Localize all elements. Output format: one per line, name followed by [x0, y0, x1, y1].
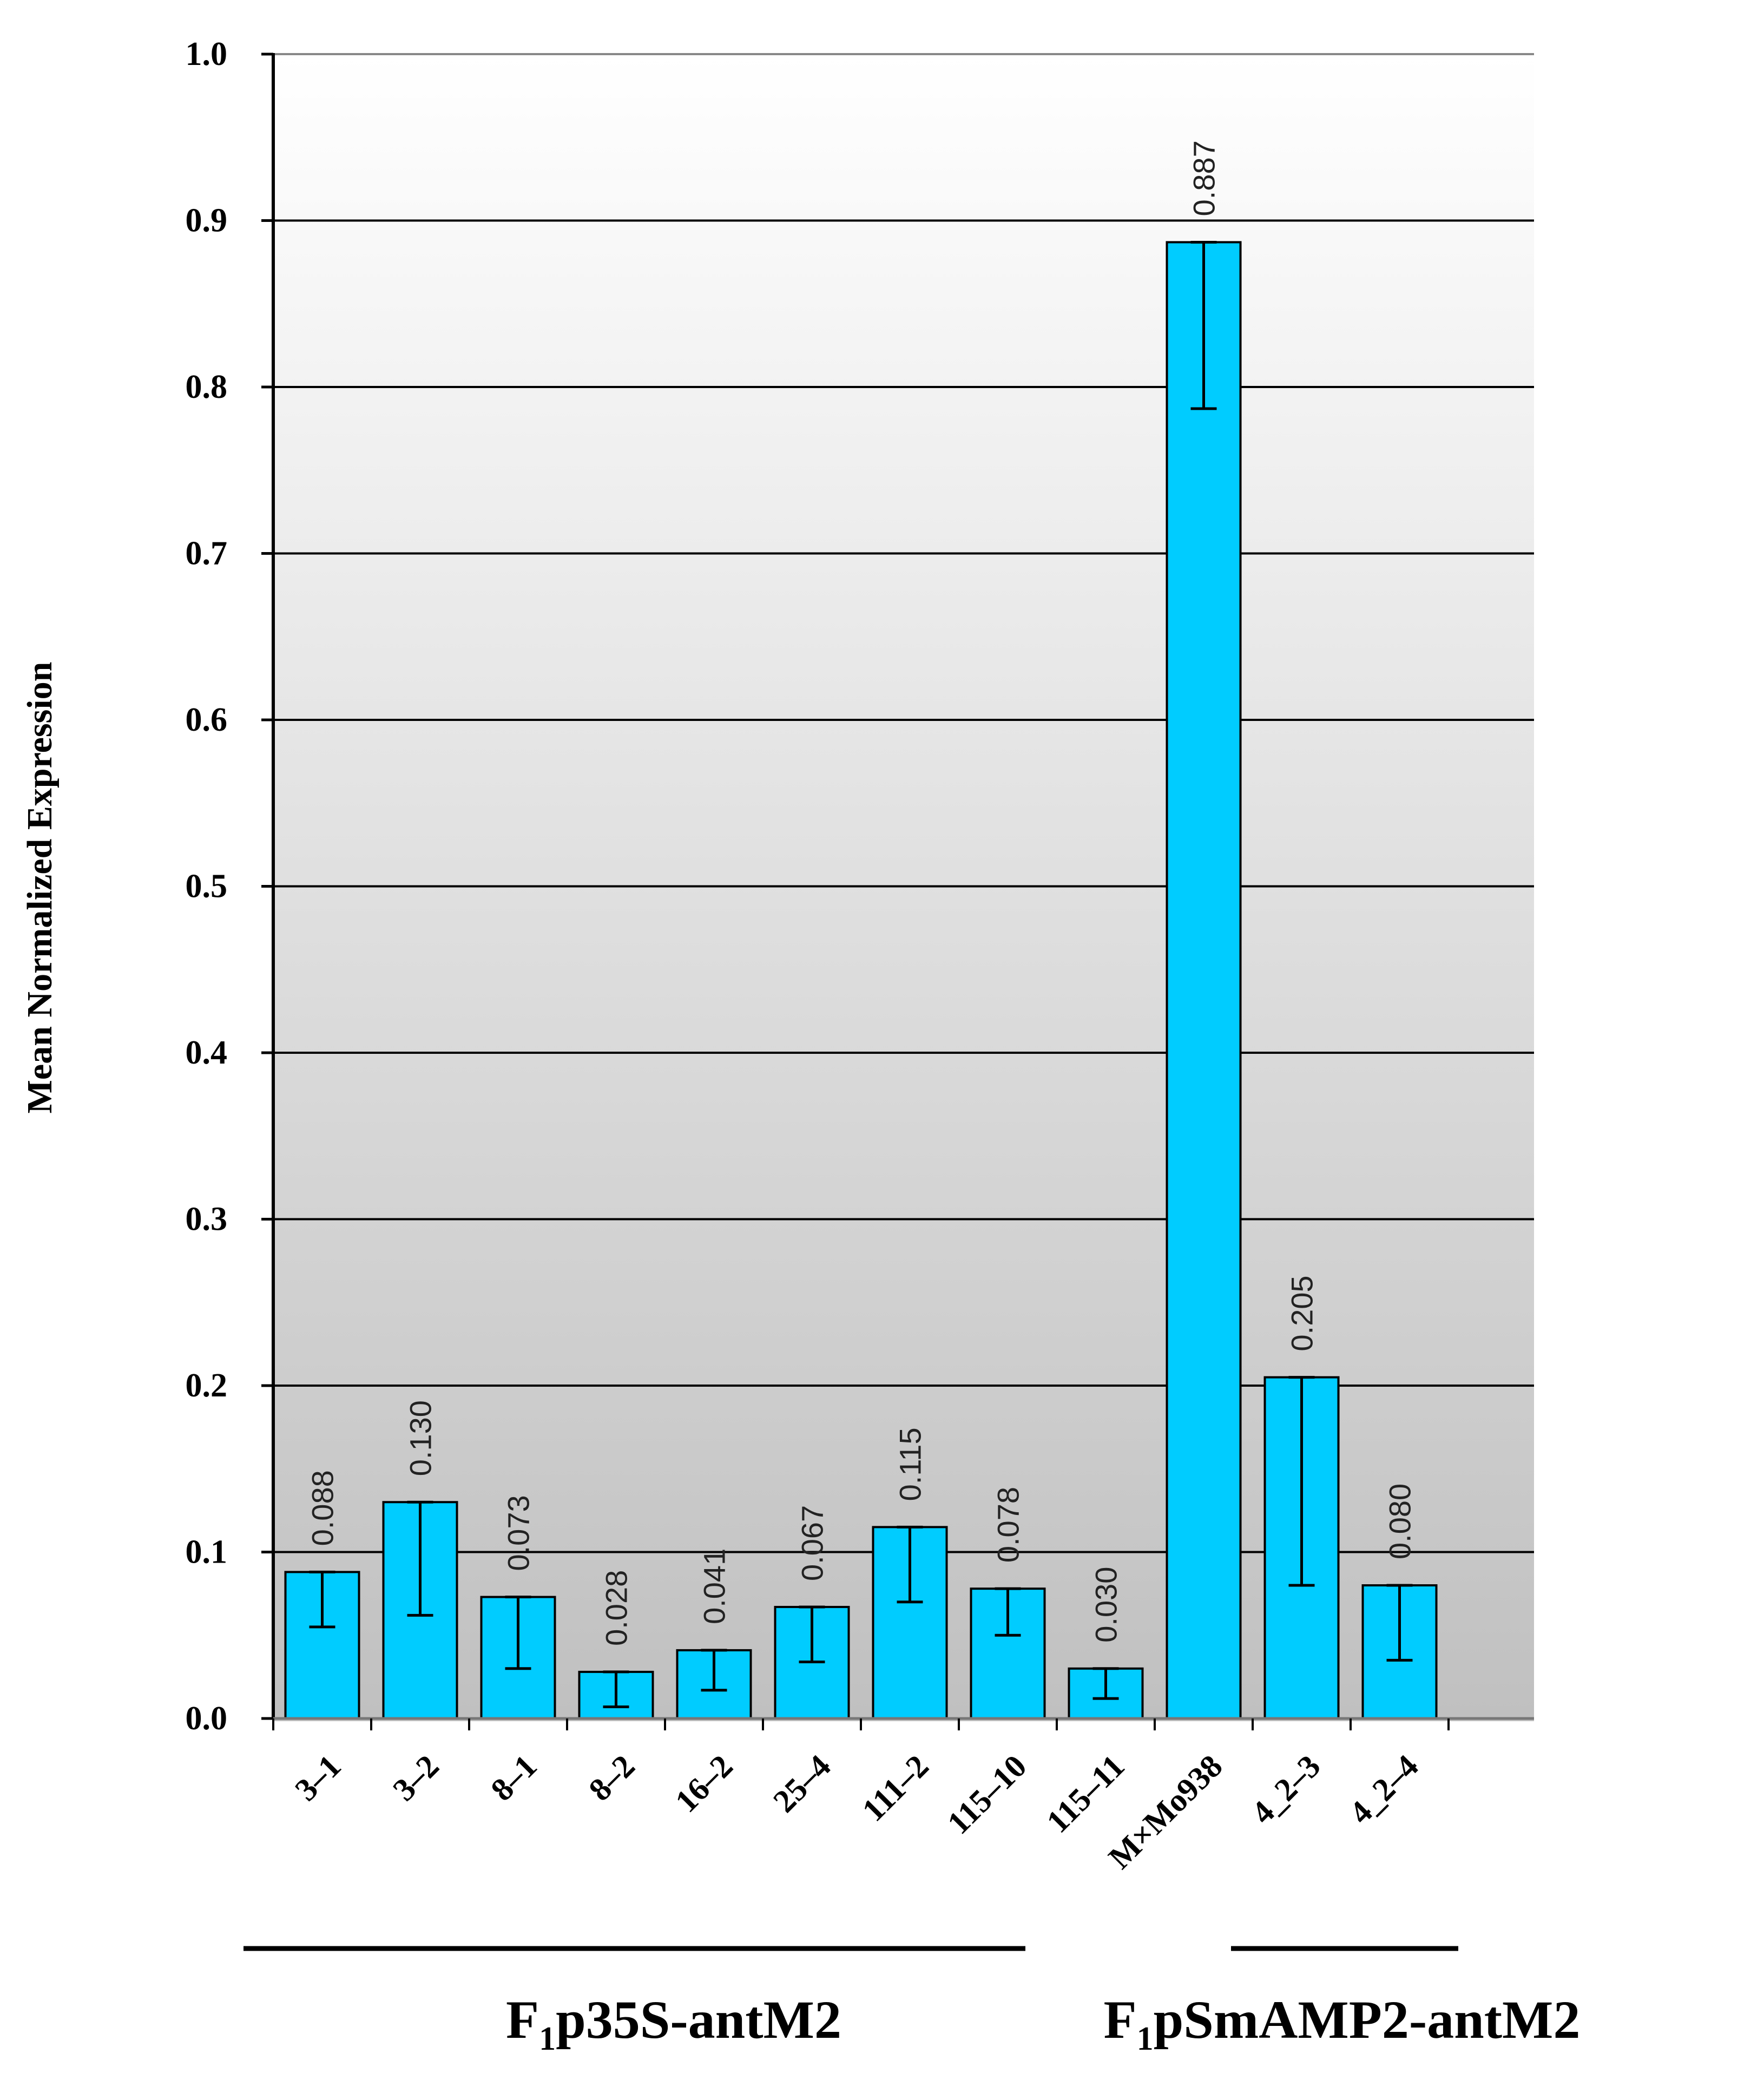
group-labels: F1p35S-antM2 F1pSmAMP2-antM2	[243, 1946, 1581, 2057]
value-labels: 0.088 0.130 0.073 0.028 0.041 0.067 0.115 0.078…	[306, 140, 1417, 1646]
y-tick-label: 0.5	[186, 868, 228, 905]
y-axis-title: Mean Normalized Expression	[20, 662, 60, 1114]
category-label: 111–2	[855, 1748, 936, 1828]
group-label: F1p35S-antM2	[506, 1990, 841, 2057]
value-label: 0.115	[893, 1427, 927, 1501]
value-label: 0.073	[502, 1495, 536, 1571]
bar	[1166, 241, 1242, 1720]
y-tick-label: 0.0	[186, 1700, 228, 1737]
value-label: 0.041	[697, 1549, 732, 1624]
y-tick-labels: 0.0 0.1 0.2 0.3 0.4 0.5 0.6 0.7 0.8 0.9 1.0	[186, 36, 228, 1737]
value-label: 0.030	[1089, 1567, 1123, 1643]
y-tick-label: 0.7	[186, 535, 228, 572]
y-tick-label: 0.4	[186, 1034, 228, 1071]
category-label: 25–4	[766, 1748, 838, 1820]
category-label: 115–10	[940, 1748, 1034, 1841]
y-tick-label: 0.6	[186, 701, 228, 738]
value-label: 0.080	[1383, 1484, 1417, 1559]
value-label: 0.067	[795, 1505, 830, 1581]
y-tick-label: 0.2	[186, 1367, 228, 1404]
y-tick-label: 0.1	[186, 1534, 228, 1571]
y-tick-label: 0.9	[186, 202, 228, 239]
value-label: 0.028	[600, 1570, 634, 1646]
value-label: 0.887	[1187, 140, 1221, 216]
category-label: 3–2	[386, 1748, 445, 1808]
category-label: 16–2	[668, 1748, 740, 1820]
category-label: 4_2–4	[1342, 1748, 1425, 1831]
category-label: 3–1	[288, 1748, 347, 1808]
group-label: F1pSmAMP2-antM2	[1104, 1990, 1581, 2057]
y-tick-label: 1.0	[186, 36, 228, 73]
axes	[261, 53, 1534, 1730]
y-tick-label: 0.3	[186, 1201, 228, 1238]
value-label: 0.078	[991, 1487, 1025, 1563]
category-label: 4_2–3	[1245, 1748, 1327, 1831]
category-label: 8–1	[484, 1748, 543, 1808]
bars	[284, 240, 1438, 1720]
x-tick-labels: 3–1 3–2 8–1 8–2 16–2 25–4 111–2 115–10 115–11M×M…	[288, 1748, 1425, 1876]
category-label: 8–2	[582, 1748, 641, 1808]
y-tick-label: 0.8	[186, 369, 228, 405]
value-label: 0.205	[1285, 1275, 1319, 1351]
value-label: 0.130	[404, 1400, 438, 1476]
bar	[284, 1571, 360, 1720]
value-label: 0.088	[306, 1470, 340, 1546]
gridlines	[273, 53, 1534, 1553]
category-label: 115–11	[1039, 1748, 1131, 1840]
